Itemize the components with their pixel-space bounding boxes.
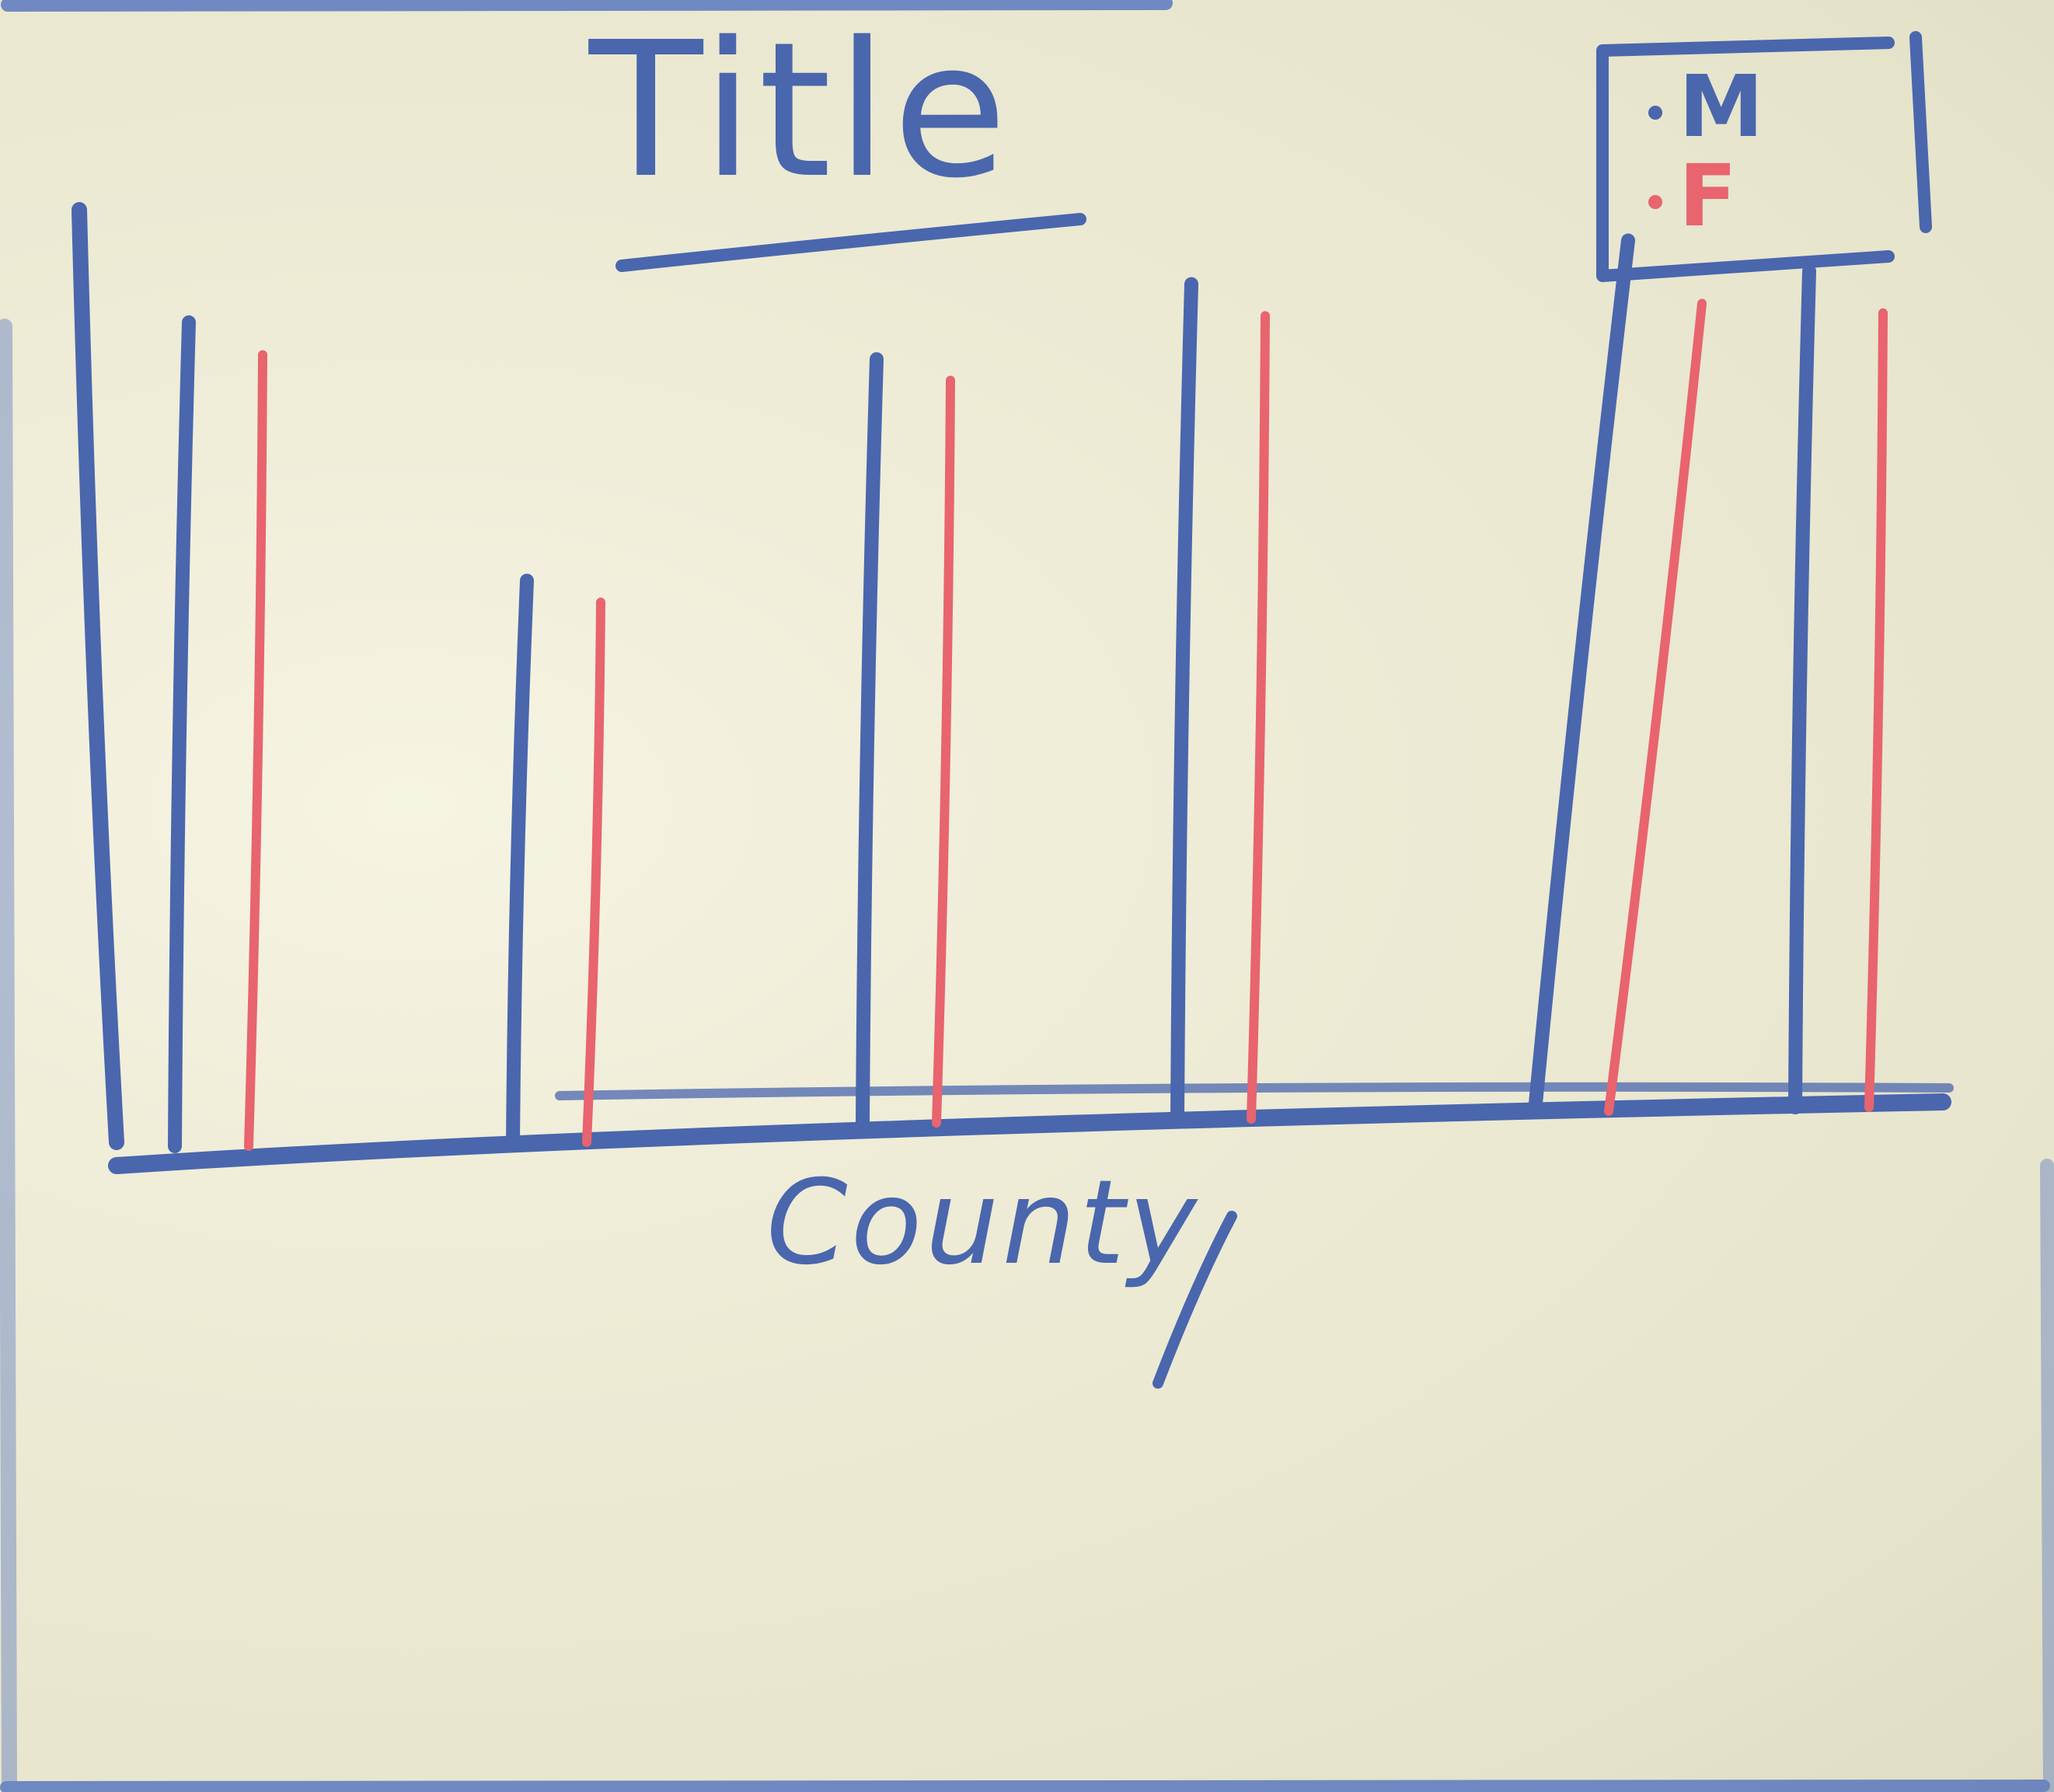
chart-title: Title [588, 2, 1012, 219]
legend: MF [1596, 31, 1932, 282]
bar-m-1 [168, 315, 196, 1153]
bar-f-5 [1604, 298, 1707, 1116]
legend-label-m: M [1679, 57, 1763, 156]
y-axis-line [71, 202, 124, 1150]
bar-f-6 [1864, 308, 1888, 1112]
bar-f-3 [932, 375, 955, 1128]
bar-f-1 [244, 350, 267, 1151]
bar-m-5 [1528, 233, 1635, 1118]
title-underline [616, 213, 1086, 272]
legend-box [1596, 31, 1932, 282]
x-axis-label: County [766, 1156, 1200, 1291]
bar-m-4 [1170, 277, 1198, 1126]
bar-f-4 [1247, 311, 1270, 1124]
legend-dot-m [1648, 106, 1662, 120]
bar-f-2 [582, 598, 605, 1147]
bar-m-3 [856, 352, 884, 1130]
legend-label-f: F [1679, 146, 1737, 246]
bars-group [168, 233, 1888, 1153]
legend-dot-f [1648, 195, 1662, 209]
bar-m-6 [1788, 264, 1816, 1114]
x-label-descender [1153, 1211, 1237, 1389]
axes [71, 202, 1954, 1174]
bar-m-2 [506, 574, 534, 1149]
x-axis-line [108, 1093, 1951, 1174]
